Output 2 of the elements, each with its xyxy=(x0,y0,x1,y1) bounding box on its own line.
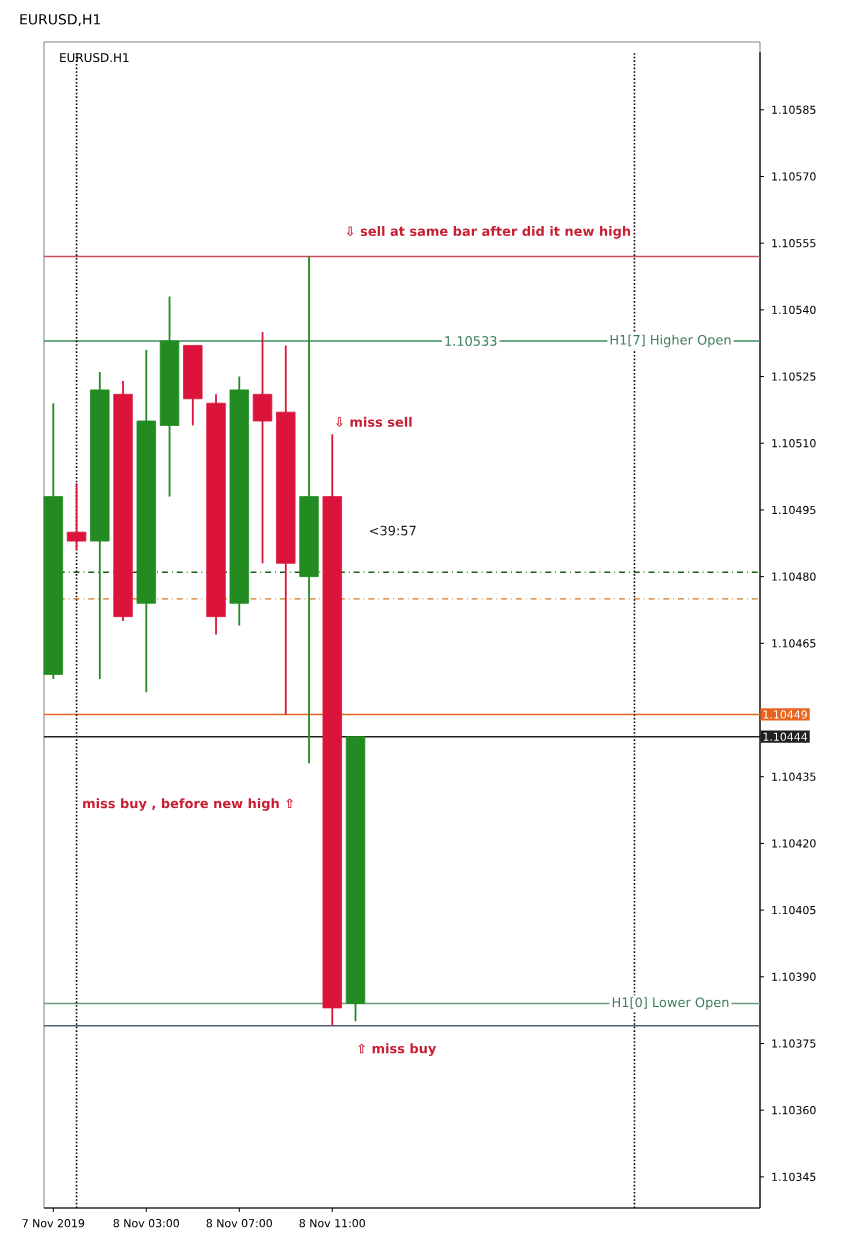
candlestick xyxy=(66,482,87,551)
candlestick xyxy=(252,331,273,565)
